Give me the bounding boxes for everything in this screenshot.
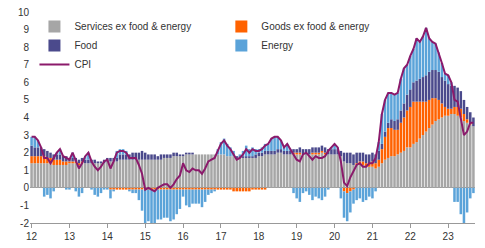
svg-text:Goods ex food & energy: Goods ex food & energy	[261, 21, 369, 32]
svg-text:17: 17	[215, 231, 227, 242]
svg-text:6: 6	[23, 77, 29, 88]
svg-text:-1: -1	[20, 200, 29, 211]
svg-text:12: 12	[26, 231, 38, 242]
svg-text:14: 14	[102, 231, 114, 242]
svg-text:16: 16	[178, 231, 190, 242]
svg-text:1: 1	[23, 165, 29, 176]
svg-text:8: 8	[23, 42, 29, 53]
svg-text:20: 20	[329, 231, 341, 242]
svg-text:-2: -2	[20, 218, 29, 229]
svg-text:2: 2	[23, 147, 29, 158]
svg-text:7: 7	[23, 59, 29, 70]
svg-text:3: 3	[23, 130, 29, 141]
svg-text:10: 10	[18, 7, 30, 18]
svg-text:4: 4	[23, 112, 29, 123]
svg-text:15: 15	[140, 231, 152, 242]
svg-text:19: 19	[291, 231, 303, 242]
svg-text:0: 0	[23, 182, 29, 193]
svg-text:18: 18	[253, 231, 265, 242]
svg-text:CPI: CPI	[74, 59, 91, 70]
svg-text:13: 13	[64, 231, 76, 242]
svg-text:Services ex food & energy: Services ex food & energy	[74, 21, 191, 32]
svg-text:Energy: Energy	[261, 40, 293, 51]
svg-text:Food: Food	[74, 40, 97, 51]
svg-text:23: 23	[443, 231, 455, 242]
svg-text:9: 9	[23, 24, 29, 35]
svg-text:5: 5	[23, 94, 29, 105]
svg-text:22: 22	[405, 231, 417, 242]
svg-text:21: 21	[367, 231, 379, 242]
